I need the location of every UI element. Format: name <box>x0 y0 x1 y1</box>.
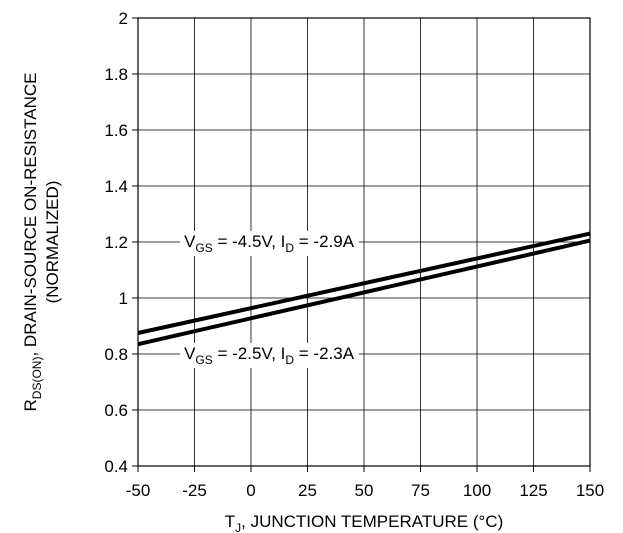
y-tick-label: 0.4 <box>104 457 128 476</box>
x-tick-label: -25 <box>182 481 207 500</box>
y-tick-label: 1.4 <box>104 177 128 196</box>
x-tick-label: 25 <box>298 481 317 500</box>
tick-labels: -50 -25 0 25 50 75 100 125 150 0.4 0.6 0.8 1 1.2 1.4 1.… <box>104 9 604 500</box>
x-tick-label: 125 <box>519 481 547 500</box>
x-tick-label: -50 <box>126 481 151 500</box>
x-tick-label: 100 <box>463 481 491 500</box>
label-text: = -4.5V, I <box>213 232 286 251</box>
label-text: = -2.3A <box>294 344 355 363</box>
series-line <box>137 231 591 335</box>
y-axis-title-line2: (NORMALIZED) <box>43 181 62 304</box>
subscript-text: GS <box>195 353 212 367</box>
x-tick-label: 150 <box>576 481 604 500</box>
y-tick-label: 0.8 <box>104 345 128 364</box>
subscript-text: DS(ON) <box>30 357 44 400</box>
subscript-text: D <box>285 241 294 255</box>
series-line <box>137 238 591 347</box>
x-tick-label: 0 <box>246 481 255 500</box>
x-axis-title: TJ, JUNCTION TEMPERATURE (°C) <box>225 512 504 533</box>
series-annotation: VGS = -2.5V, ID = -2.3A <box>184 344 355 367</box>
label-text: V <box>184 232 196 251</box>
subscript-text: D <box>285 353 294 367</box>
label-text: , JUNCTION TEMPERATURE (°C) <box>241 512 503 531</box>
label-text: = -2.5V, I <box>213 344 286 363</box>
y-tick-label: 2 <box>119 9 128 28</box>
y-tick-label: 0.6 <box>104 401 128 420</box>
x-tick-label: 50 <box>355 481 374 500</box>
label-text: , DRAIN-SOURCE ON-RESISTANCE <box>21 73 40 357</box>
y-axis-title-line1: RDS(ON), DRAIN-SOURCE ON-RESISTANCE <box>21 73 44 412</box>
y-tick-label: 1.8 <box>104 65 128 84</box>
label-text: V <box>184 344 196 363</box>
ticks <box>132 17 591 472</box>
y-tick-label: 1.6 <box>104 121 128 140</box>
annotation-background <box>180 343 359 368</box>
series-layer <box>137 231 591 347</box>
annotation-background <box>180 231 359 256</box>
label-text: R <box>21 399 40 411</box>
y-tick-label: 1.2 <box>104 233 128 252</box>
label-text: = -2.9A <box>294 232 355 251</box>
y-tick-label: 1 <box>119 289 128 308</box>
x-tick-label: 75 <box>411 481 430 500</box>
series-annotation: VGS = -4.5V, ID = -2.9A <box>184 232 355 255</box>
label-text: T <box>225 512 235 531</box>
subscript-text: GS <box>195 241 212 255</box>
subscript-text: J <box>235 521 241 533</box>
